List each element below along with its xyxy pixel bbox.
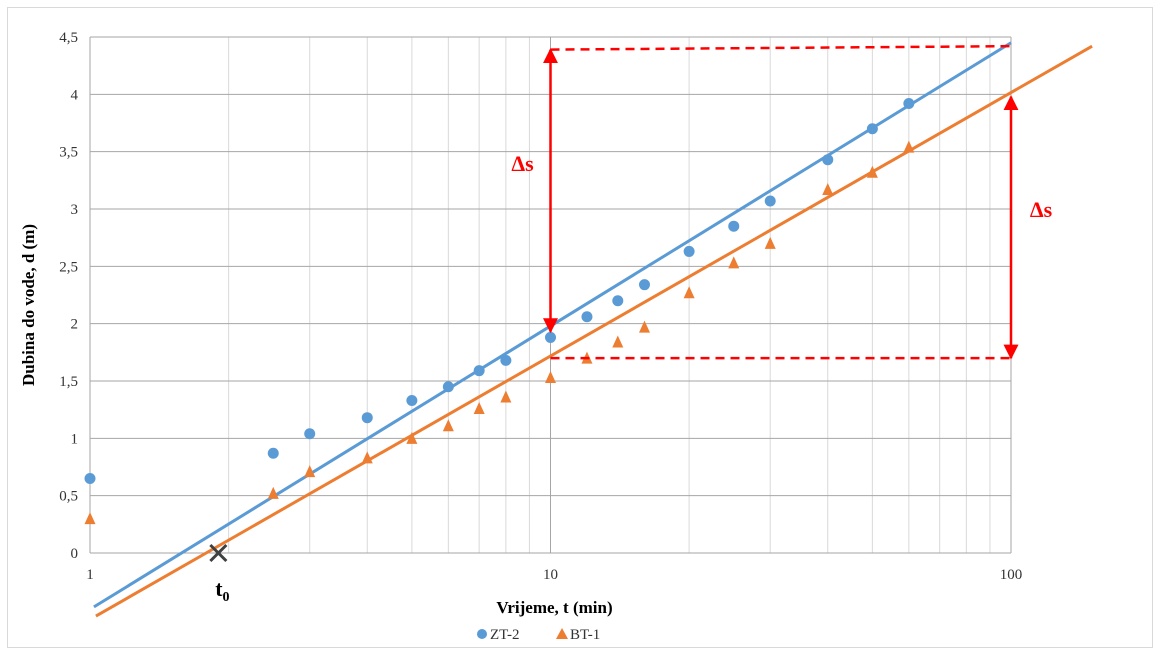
point-bt-1 xyxy=(473,402,485,415)
point-bt-1 xyxy=(442,419,454,432)
y-tick-label: 1,5 xyxy=(59,374,78,390)
y-tick-label: 0 xyxy=(71,546,79,562)
point-bt-1 xyxy=(361,451,373,464)
legend-label-bt1: BT-1 xyxy=(570,627,600,643)
y-tick-label: 3,5 xyxy=(59,145,78,161)
point-bt-1 xyxy=(764,236,776,249)
chart-frame xyxy=(7,7,1153,648)
x-tick-label: 100 xyxy=(1000,567,1023,583)
point-zt-2 xyxy=(728,220,740,232)
y-tick-label: 0,5 xyxy=(59,489,78,505)
annotations: Δs Δs t0 xyxy=(209,44,1053,605)
point-bt-1 xyxy=(612,335,624,348)
point-bt-1 xyxy=(728,256,740,269)
point-bt-1 xyxy=(683,286,695,299)
y-tick-label: 3 xyxy=(71,202,79,218)
point-bt-1 xyxy=(866,165,878,178)
x-tick-label: 10 xyxy=(543,567,558,583)
point-zt-2 xyxy=(581,311,593,323)
point-zt-2 xyxy=(683,245,695,257)
point-zt-2 xyxy=(500,354,512,366)
x-axis-title: Vrijeme, t (min) xyxy=(496,598,612,617)
legend-marker-zt2 xyxy=(477,629,487,639)
point-bt-1 xyxy=(500,390,512,403)
y-tick-label: 2 xyxy=(71,317,79,333)
point-zt-2 xyxy=(473,365,485,377)
point-zt-2 xyxy=(545,331,556,343)
t0-cross-marker xyxy=(209,543,228,563)
legend-marker-bt1 xyxy=(556,628,568,639)
y-tick-label: 2,5 xyxy=(59,259,78,275)
point-zt-2 xyxy=(903,98,915,110)
point-zt-2 xyxy=(304,428,316,440)
point-zt-2 xyxy=(612,295,624,307)
tick-labels: 1 10 100 0 0,5 1 1,5 2 2,5 3 3,5 4 4,5 xyxy=(59,30,1022,583)
legend-label-zt2: ZT-2 xyxy=(490,627,519,643)
point-bt-1 xyxy=(406,431,418,444)
point-zt-2 xyxy=(442,381,454,393)
point-bt-1 xyxy=(304,465,316,478)
delta-s-label-right: Δs xyxy=(1030,197,1053,222)
data-points xyxy=(84,98,915,525)
y-tick-label: 4 xyxy=(71,87,79,103)
point-bt-1 xyxy=(638,320,650,333)
point-bt-1 xyxy=(822,183,834,196)
trend-line xyxy=(95,44,1093,618)
point-zt-2 xyxy=(406,394,418,406)
delta-s-label-left: Δs xyxy=(511,151,534,176)
trend-lines xyxy=(93,41,1093,618)
x-tick-label: 1 xyxy=(86,567,94,583)
point-bt-1 xyxy=(84,512,96,525)
point-zt-2 xyxy=(267,447,279,459)
point-zt-2 xyxy=(764,195,776,207)
point-bt-1 xyxy=(267,486,279,499)
point-zt-2 xyxy=(638,279,650,291)
dashed-upper-line xyxy=(550,44,1012,51)
y-axis-title: Dubina do vode, d (m) xyxy=(19,224,38,386)
point-zt-2 xyxy=(866,123,878,135)
y-tick-label: 1 xyxy=(71,431,79,447)
point-bt-1 xyxy=(545,371,556,384)
minor-gridlines xyxy=(228,37,991,553)
point-zt-2 xyxy=(822,154,834,166)
y-tick-label: 4,5 xyxy=(59,30,78,46)
t0-label: t0 xyxy=(215,576,229,605)
point-zt-2 xyxy=(84,472,96,484)
legend: ZT-2 BT-1 xyxy=(477,627,600,643)
point-zt-2 xyxy=(361,412,373,424)
point-bt-1 xyxy=(903,140,915,153)
